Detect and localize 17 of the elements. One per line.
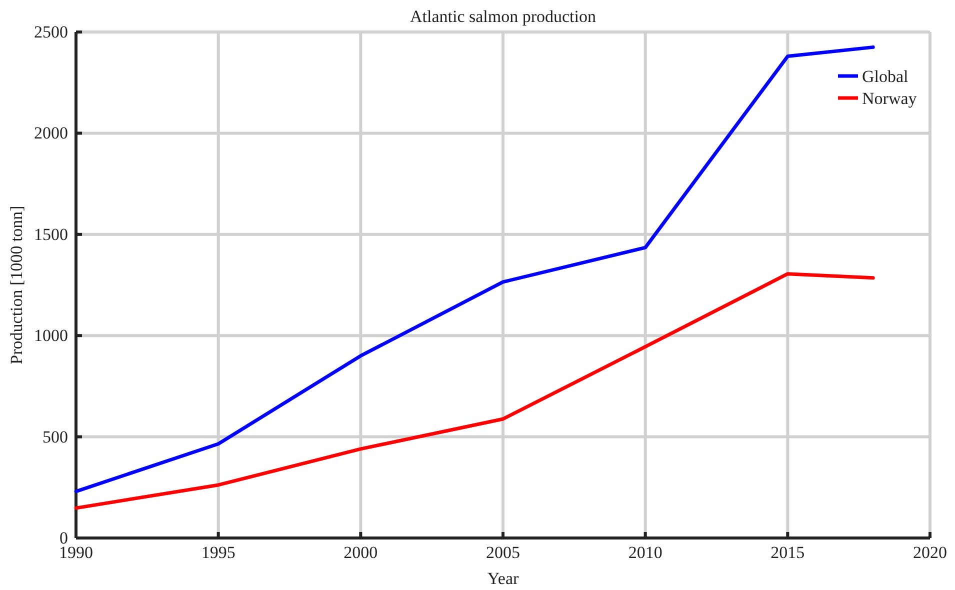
y-tick-label: 1500 — [34, 224, 68, 244]
chart-title: Atlantic salmon production — [410, 7, 597, 26]
legend-label: Norway — [862, 89, 918, 108]
y-tick-label: 1000 — [34, 326, 68, 346]
y-axis-title: Production [1000 tonn] — [7, 206, 26, 364]
x-tick-label: 2005 — [486, 543, 520, 562]
x-axis-title: Year — [487, 569, 519, 588]
x-tick-label: 1995 — [201, 543, 236, 562]
legend-label: Global — [862, 67, 909, 86]
x-tick-label: 2015 — [770, 543, 805, 562]
y-tick-label: 500 — [42, 427, 68, 446]
x-tick-label: 2020 — [913, 543, 947, 562]
y-tick-label: 2500 — [34, 22, 68, 42]
x-tick-label: 2000 — [344, 543, 378, 562]
x-tick-label: 2010 — [628, 543, 662, 562]
y-tick-label: 2000 — [34, 124, 68, 143]
line-series — [74, 272, 875, 510]
